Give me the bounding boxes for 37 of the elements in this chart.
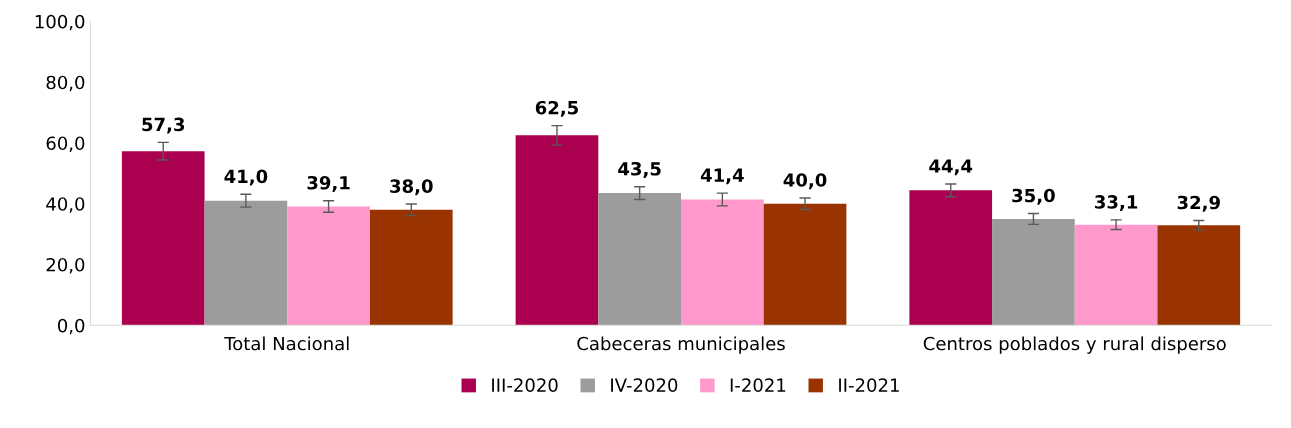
data-label: 32,9 — [1177, 195, 1220, 212]
data-label: 41,0 — [224, 169, 268, 186]
data-label: 38,0 — [390, 179, 433, 196]
bar — [204, 200, 288, 326]
bar — [1157, 225, 1241, 326]
data-label: 41,4 — [700, 168, 744, 185]
data-label: 33,1 — [1095, 195, 1138, 212]
bar — [598, 193, 681, 326]
x-tick-label: Total Nacional — [224, 336, 349, 351]
bar — [909, 190, 993, 326]
y-tick-label: 0,0 — [57, 318, 85, 335]
data-label: 39,1 — [307, 175, 350, 192]
bar — [763, 203, 847, 326]
y-tick-label: 20,0 — [46, 257, 85, 274]
legend-label: III-2020 — [492, 378, 558, 392]
bar — [121, 151, 205, 326]
bar — [515, 135, 599, 326]
bar — [369, 209, 453, 326]
bar — [992, 218, 1075, 326]
y-tick-label: 60,0 — [46, 136, 85, 152]
bar — [681, 199, 764, 326]
bar — [287, 206, 370, 326]
data-label: 40,0 — [783, 173, 827, 190]
y-tick-label: 40,0 — [46, 197, 85, 213]
legend-label: I-2021 — [730, 378, 786, 392]
x-tick-label: Cabeceras municipales — [577, 336, 785, 354]
data-label: 43,5 — [618, 161, 661, 178]
y-tick-label: 100,0 — [35, 14, 85, 31]
legend-label: IV-2020 — [611, 378, 678, 392]
legend-label: II-2021 — [839, 378, 899, 392]
data-label: 35,0 — [1012, 188, 1055, 205]
data-label: 62,5 — [535, 100, 578, 117]
data-label: 57,3 — [142, 117, 185, 134]
data-label: 44,4 — [929, 159, 973, 176]
bar — [1074, 224, 1158, 326]
y-tick-label: 80,0 — [46, 75, 85, 92]
x-tick-label: Centros poblados y rural disperso — [923, 336, 1226, 354]
